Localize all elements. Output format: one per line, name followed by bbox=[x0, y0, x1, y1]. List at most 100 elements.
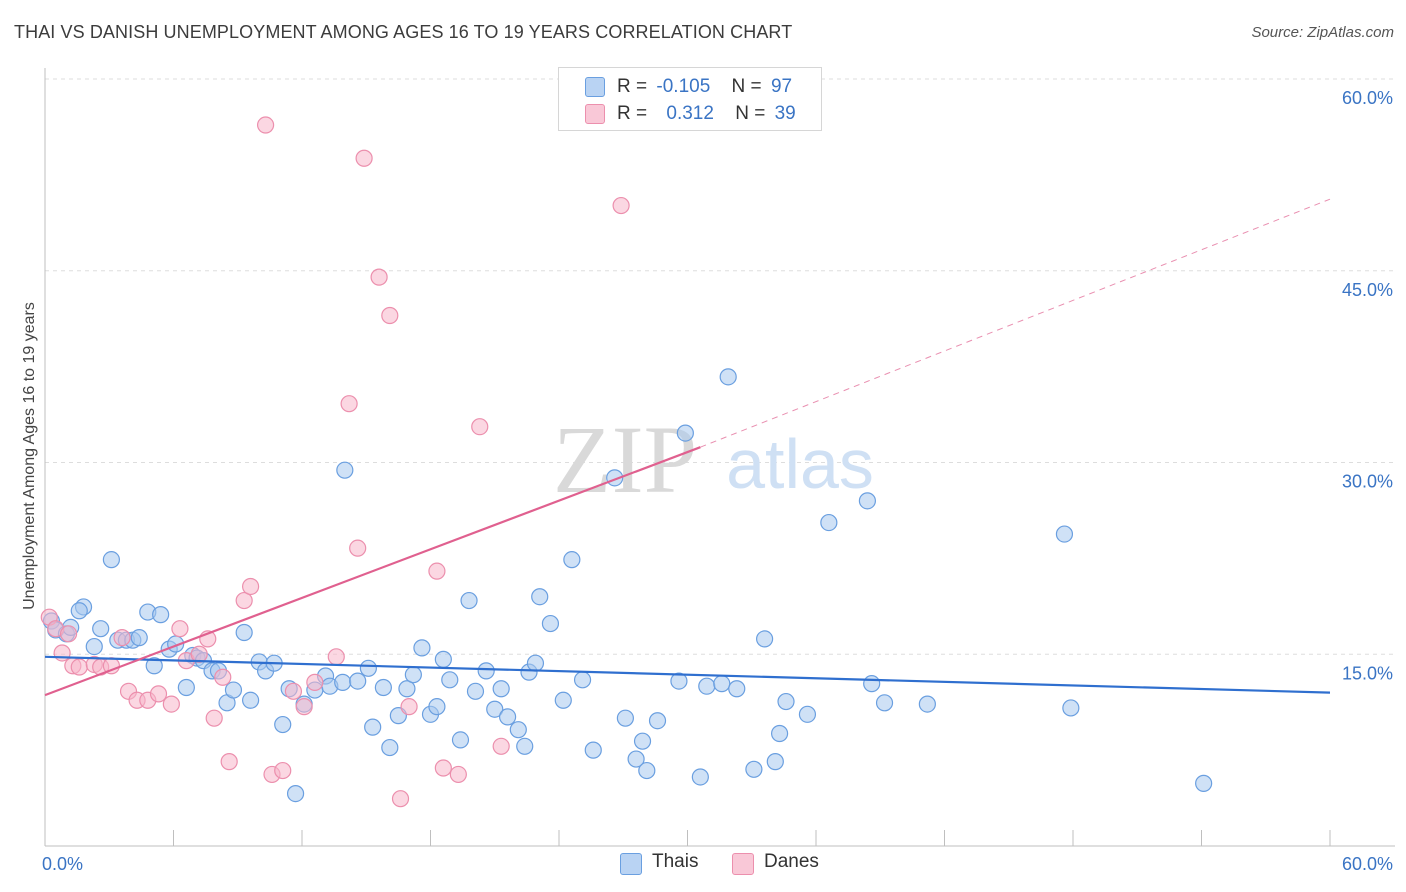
dane-point bbox=[612, 196, 630, 215]
y-tick-label: 60.0% bbox=[1342, 88, 1393, 108]
dane-point bbox=[274, 761, 292, 780]
dane-point bbox=[492, 737, 510, 755]
thai-point bbox=[102, 551, 120, 569]
thai-point bbox=[242, 691, 260, 709]
thai-point bbox=[336, 461, 354, 479]
y-tick-label: 45.0% bbox=[1342, 280, 1393, 300]
thai-point bbox=[755, 630, 774, 648]
gridlines bbox=[45, 78, 1395, 655]
danes-r-label: R = bbox=[617, 103, 648, 124]
dane-point bbox=[220, 753, 238, 771]
thai-point bbox=[728, 680, 746, 698]
thai-point bbox=[398, 680, 416, 698]
thai-point bbox=[633, 732, 652, 750]
y-tick-label: 30.0% bbox=[1342, 472, 1393, 492]
dane-point bbox=[355, 149, 373, 167]
dane-point bbox=[205, 709, 223, 727]
thai-point bbox=[863, 675, 881, 693]
dane-point bbox=[340, 395, 358, 413]
x-tick-label-max: 60.0% bbox=[1342, 854, 1393, 874]
thai-point bbox=[573, 671, 592, 689]
thai-point bbox=[381, 738, 399, 757]
dane-point bbox=[306, 673, 324, 691]
dane-point bbox=[190, 645, 208, 663]
thai-point bbox=[434, 650, 452, 668]
correlation-legend: R = -0.105 N = 97 R = 0.312 N = 39 bbox=[558, 67, 822, 131]
watermark-atlas: atlas bbox=[726, 425, 874, 503]
thai-point bbox=[875, 694, 894, 712]
trend-lines bbox=[44, 198, 1331, 697]
dane-point bbox=[434, 759, 452, 777]
thai-point bbox=[477, 662, 495, 680]
thai-point bbox=[359, 659, 377, 677]
dane-point bbox=[391, 790, 410, 808]
thai-point bbox=[364, 718, 382, 736]
thai-point bbox=[918, 695, 936, 713]
thai-point bbox=[70, 602, 88, 620]
thais-n-value: 97 bbox=[770, 76, 793, 97]
dane-point bbox=[149, 685, 168, 703]
thai-point bbox=[451, 731, 470, 749]
dane-point bbox=[171, 620, 189, 638]
thai-point bbox=[526, 654, 545, 672]
thai-point bbox=[92, 620, 110, 638]
dane-point bbox=[449, 765, 467, 784]
y-tick-label: 15.0% bbox=[1342, 663, 1393, 683]
thais-r-label: R = bbox=[617, 76, 648, 97]
axes bbox=[44, 68, 1395, 847]
x-tick-label-min: 0.0% bbox=[42, 854, 83, 874]
thai-point bbox=[777, 692, 795, 711]
thai-point bbox=[145, 657, 163, 675]
danes-swatch bbox=[585, 104, 605, 124]
thai-point bbox=[1195, 774, 1213, 792]
danes-points bbox=[40, 116, 630, 808]
thai-point bbox=[428, 698, 446, 716]
thai-point bbox=[770, 724, 789, 743]
thai-point bbox=[531, 588, 549, 606]
thais-trend-line bbox=[44, 655, 1331, 694]
danes-legend-swatch bbox=[732, 853, 754, 875]
dane-point bbox=[370, 268, 388, 286]
thai-point bbox=[698, 677, 716, 695]
thai-point bbox=[719, 368, 737, 386]
dane-point bbox=[471, 418, 489, 436]
thai-point bbox=[177, 678, 195, 697]
thai-point bbox=[441, 671, 459, 689]
dane-point bbox=[256, 116, 275, 134]
watermark: ZIP atlas bbox=[553, 406, 874, 513]
thai-point bbox=[858, 492, 877, 510]
thai-point bbox=[286, 784, 305, 803]
dane-point bbox=[70, 658, 88, 676]
source-label: Source: ZipAtlas.com bbox=[1251, 24, 1394, 41]
thai-point bbox=[492, 680, 510, 698]
thai-point bbox=[616, 709, 634, 727]
thais-legend-label: Thais bbox=[652, 851, 699, 872]
thai-point bbox=[1062, 699, 1080, 717]
thai-point bbox=[713, 675, 731, 693]
dane-point bbox=[381, 306, 399, 325]
thai-point bbox=[676, 424, 694, 442]
thai-point bbox=[627, 750, 645, 768]
thais-n-label: N = bbox=[731, 76, 762, 97]
danes-r-value: 0.312 bbox=[666, 103, 714, 124]
thai-point bbox=[745, 760, 763, 778]
thai-point bbox=[584, 741, 602, 759]
thai-point bbox=[1055, 525, 1074, 543]
thai-point bbox=[334, 673, 352, 691]
thai-point bbox=[486, 700, 504, 718]
thai-point bbox=[563, 551, 581, 569]
thai-point bbox=[466, 682, 485, 700]
thai-point bbox=[224, 681, 243, 699]
thai-point bbox=[516, 737, 534, 755]
dane-point bbox=[400, 698, 418, 716]
dane-point bbox=[214, 668, 232, 686]
dane-point bbox=[428, 562, 446, 580]
thai-point bbox=[766, 753, 784, 771]
danes-n-value: 39 bbox=[774, 103, 796, 124]
dane-point bbox=[327, 648, 345, 666]
thai-point bbox=[85, 637, 103, 656]
thais-legend-swatch bbox=[620, 853, 642, 875]
thai-point bbox=[541, 614, 560, 633]
thai-point bbox=[404, 666, 422, 684]
